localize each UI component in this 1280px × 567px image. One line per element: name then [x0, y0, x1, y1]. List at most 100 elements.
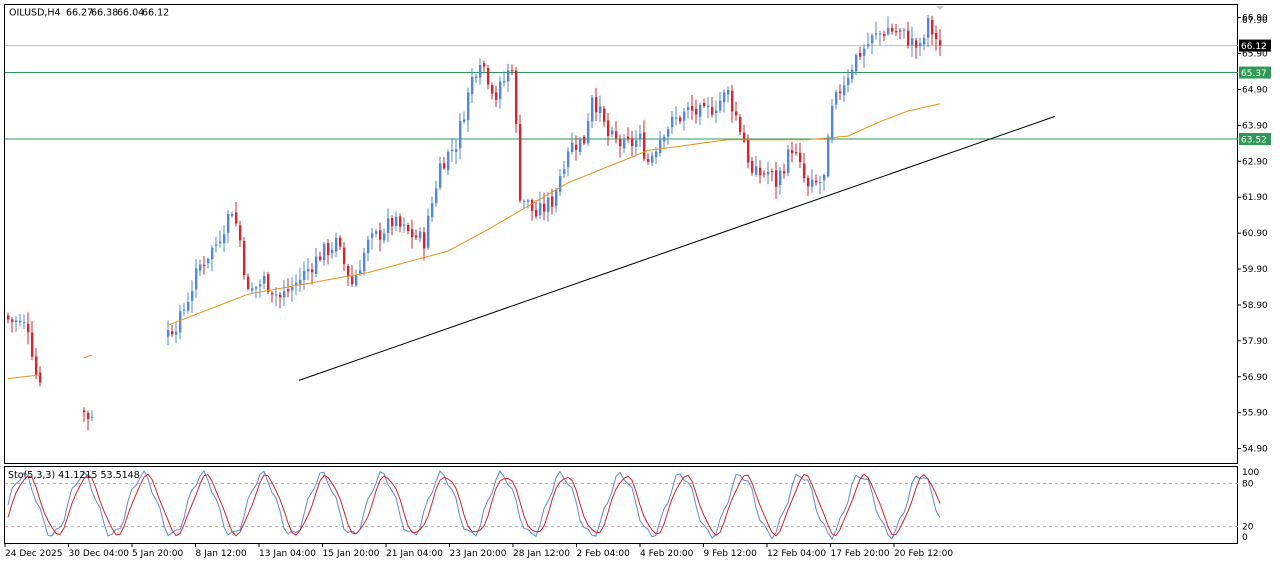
candle-up: [547, 197, 550, 212]
main-plot-frame: [4, 4, 1238, 464]
candle-up: [671, 116, 674, 128]
candle-up: [655, 151, 658, 158]
candle-up: [611, 130, 614, 135]
candle-down: [239, 225, 242, 241]
candle-up: [355, 275, 358, 286]
candle-down: [791, 150, 794, 154]
candle-up: [479, 65, 482, 78]
candle-down: [267, 274, 270, 292]
candle-down: [643, 132, 646, 159]
candle-up: [215, 244, 218, 247]
candle-down: [515, 70, 518, 124]
candle-down: [939, 40, 942, 46]
candle-up: [923, 38, 926, 45]
candle-up: [363, 253, 366, 272]
candle-up: [23, 321, 26, 323]
moving-average-line: [7, 103, 941, 380]
candle-up: [211, 247, 214, 260]
candle-down: [931, 19, 934, 35]
candle-down: [379, 230, 382, 240]
time-axis: 24 Dec 2025 30 Dec 04:00 5 Jan 20:00 8 Jan …: [4, 544, 953, 559]
candle-up: [331, 250, 334, 254]
candle-up: [599, 106, 602, 114]
candle-down: [391, 218, 394, 227]
price-tick-label: 62.90: [1242, 157, 1268, 167]
candle-down: [603, 108, 606, 122]
candle-up: [851, 69, 854, 80]
candle-up: [187, 301, 190, 311]
candle-up: [299, 279, 302, 285]
candle-down: [595, 97, 598, 113]
candle-down: [763, 173, 766, 175]
candle-down: [535, 209, 538, 217]
candle-up: [167, 330, 170, 337]
candle-up: [831, 105, 834, 139]
candle-up: [375, 231, 378, 234]
candle-up: [855, 54, 858, 72]
candle-down: [743, 132, 746, 142]
moving-average: [7, 103, 941, 380]
price-tick-label: 54.90: [1242, 445, 1268, 455]
candle-up: [683, 111, 686, 121]
candle-down: [415, 235, 418, 238]
ohlc-close: 66.12: [142, 8, 169, 19]
candle-down: [711, 107, 714, 115]
candle-up: [275, 294, 278, 296]
stoch-signal-line: [7, 473, 941, 537]
stoch-level-label: 20: [1242, 523, 1254, 533]
level-price-label: 63.52: [1241, 135, 1267, 145]
candle-up: [435, 188, 438, 204]
candle-up: [431, 203, 434, 218]
candle-down: [495, 92, 498, 100]
candle-up: [903, 29, 906, 31]
candle-down: [803, 163, 806, 179]
price-tick-label: 64.90: [1242, 85, 1268, 95]
candle-up: [623, 138, 626, 149]
stochastic-label: Sto(5,3,3) 41.1215 53.5148: [8, 470, 140, 481]
candle-up: [555, 190, 558, 207]
candle-up: [571, 142, 574, 152]
candle-up: [767, 171, 770, 175]
candle-down: [691, 106, 694, 111]
candle-up: [659, 139, 662, 154]
candle-up: [863, 48, 866, 56]
candle-down: [839, 91, 842, 94]
symbol-header: OILUSD,H4: [9, 8, 61, 19]
candle-up: [195, 268, 198, 290]
candle-up: [383, 233, 386, 241]
candle-down: [615, 131, 618, 139]
candle-down: [519, 124, 522, 201]
price-tick-label: 55.90: [1242, 409, 1268, 419]
candle-down: [319, 256, 322, 261]
candle-down: [891, 27, 894, 32]
candle-up: [911, 38, 914, 46]
candle-up: [755, 166, 758, 175]
ohlc-high: 66.38: [91, 8, 118, 19]
candle-up: [827, 136, 830, 177]
price-tick-label: 58.90: [1242, 301, 1268, 311]
candle-up: [19, 320, 22, 323]
candle-down: [703, 102, 706, 106]
time-tick-label: 21 Jan 04:00: [386, 549, 443, 559]
candle-down: [279, 294, 282, 298]
candle-down: [899, 30, 902, 32]
candle-down: [807, 177, 810, 187]
candle-down: [783, 171, 786, 174]
candle-up: [563, 169, 566, 174]
candle-up: [255, 287, 258, 289]
candle-down: [343, 247, 346, 264]
time-tick-label: 8 Jan 12:00: [196, 549, 248, 559]
price-tick-label: 57.90: [1242, 337, 1268, 347]
candle-up: [591, 97, 594, 122]
price-tick-label: 59.90: [1242, 265, 1268, 275]
candle-up: [439, 163, 442, 188]
scroll-marker-icon[interactable]: [936, 6, 944, 10]
candle-down: [11, 319, 14, 322]
candle-up: [875, 33, 878, 35]
price-tick-label: 63.90: [1242, 121, 1268, 131]
candle-up: [723, 92, 726, 103]
level-price-label: 65.37: [1241, 69, 1267, 79]
candle-up: [499, 81, 502, 100]
